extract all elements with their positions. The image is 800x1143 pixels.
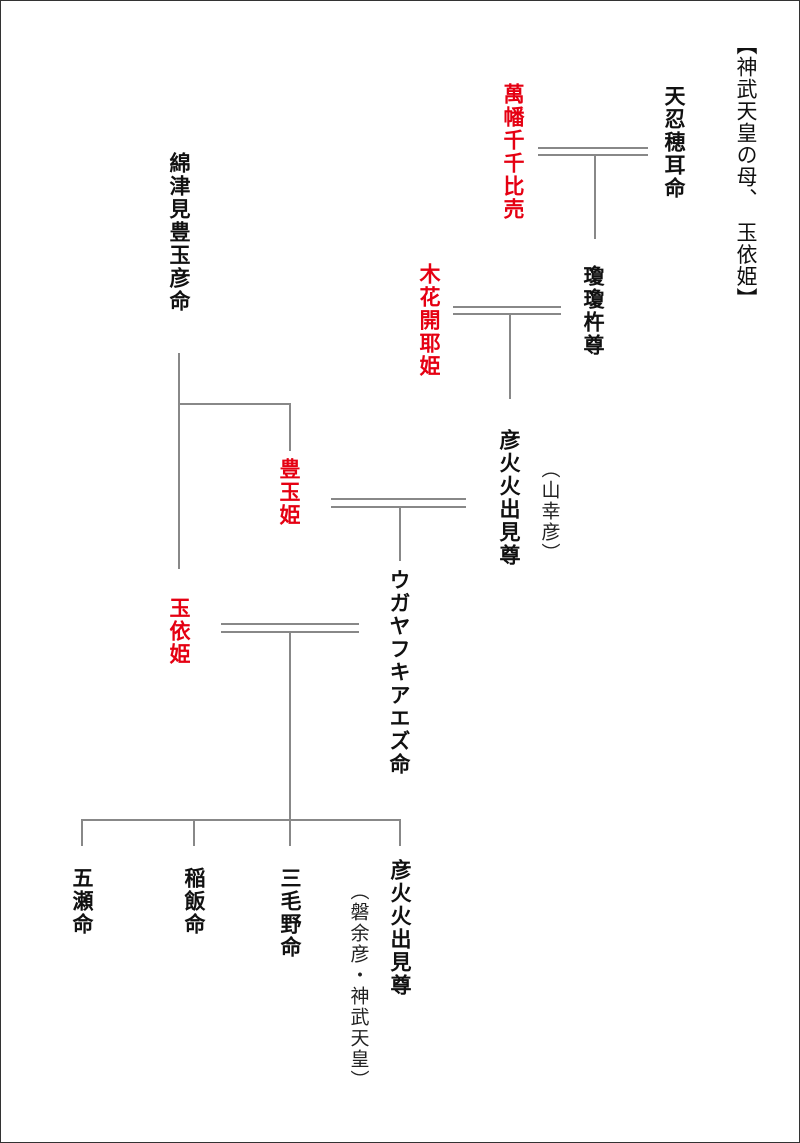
descent-line: [399, 506, 401, 561]
descent-line: [178, 403, 290, 405]
child-drop-line: [289, 819, 291, 846]
marriage-line: [538, 147, 648, 149]
marriage-line: [538, 154, 648, 156]
descent-line: [594, 154, 596, 239]
child-drop-line: [193, 819, 195, 846]
note-yamasachihiko: （山幸彦）: [538, 459, 561, 564]
person-mikeno: 三毛野命: [278, 867, 302, 959]
marriage-line: [453, 313, 561, 315]
person-ugayafukiaezu: ウガヤフキアエズ命: [387, 569, 411, 776]
person-jimmu: 彦火火出見尊: [388, 859, 412, 997]
marriage-line: [331, 498, 466, 500]
person-toyotamahime: 豊玉姫: [277, 458, 301, 527]
person-watatsumi: 綿津見豊玉彦命: [167, 152, 191, 313]
marriage-line: [453, 306, 561, 308]
child-drop-line: [399, 819, 401, 846]
descent-line: [289, 403, 291, 451]
person-hikohohodemi-yamasachi: 彦火火出見尊: [497, 429, 521, 567]
person-yorozuhata-chichihime: 萬幡千千比売: [501, 83, 525, 221]
diagram-title: 【神武天皇の母、 玉依姫】: [734, 34, 758, 310]
descent-line: [178, 353, 180, 569]
note-jimmu: （磐余彦・神武天皇）: [347, 881, 370, 1091]
person-inai: 稲飯命: [182, 867, 206, 936]
person-itsuse: 五瀬命: [70, 867, 94, 936]
person-ninigi: 瓊瓊杵尊: [581, 265, 605, 357]
person-konohanasakuya: 木花開耶姫: [417, 263, 441, 378]
marriage-line: [331, 506, 466, 508]
marriage-line: [221, 623, 359, 625]
person-tamayorihime: 玉依姫: [167, 597, 191, 666]
person-ame-no-oshihomimi: 天忍穂耳命: [662, 85, 686, 200]
child-drop-line: [81, 819, 83, 846]
children-line: [81, 819, 400, 821]
descent-line: [509, 313, 511, 399]
descent-line: [289, 631, 291, 819]
